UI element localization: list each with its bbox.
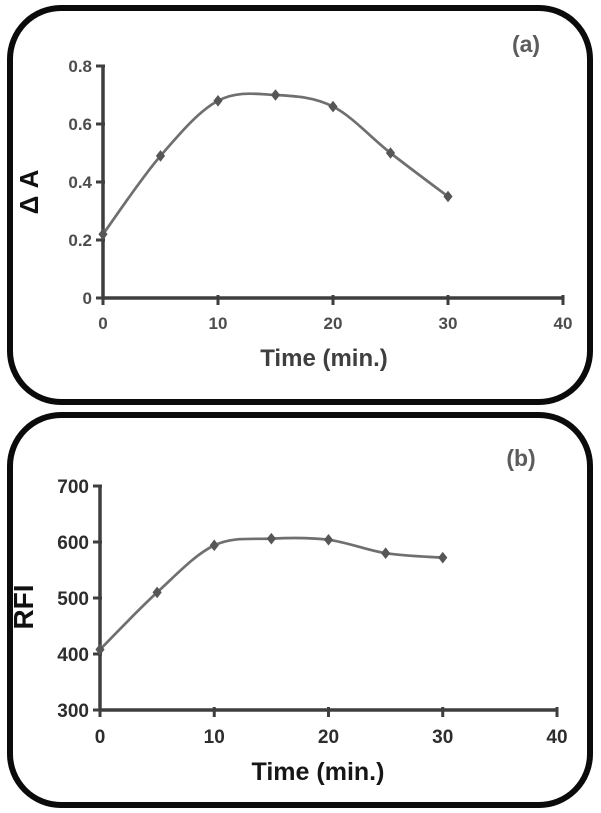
panel-b-frame xyxy=(7,412,593,808)
y-tick-label: 0.2 xyxy=(68,231,92,250)
data-point-marker xyxy=(443,190,453,203)
x-tick-label: 0 xyxy=(98,314,107,333)
chart-b-plot: 0 10 20 30 40 300 400 500 600 700 xyxy=(57,477,567,748)
data-point-marker xyxy=(381,547,391,559)
x-tick-label: 40 xyxy=(554,314,573,333)
chart-b-x-axis-label: Time (min.) xyxy=(252,758,385,786)
y-tick-label: 0 xyxy=(83,289,92,308)
y-tick-label: 600 xyxy=(57,533,89,554)
chart-a-y-axis-label: Δ A xyxy=(14,169,44,214)
x-tick-label: 20 xyxy=(318,727,339,748)
data-curve xyxy=(101,92,450,236)
data-point-marker xyxy=(98,228,108,240)
x-tick-label: 0 xyxy=(95,727,106,748)
data-point-marker xyxy=(266,532,276,545)
x-tick-label: 20 xyxy=(324,314,343,333)
y-tick-label: 0.8 xyxy=(68,57,92,76)
y-tick-label: 0.6 xyxy=(68,115,92,134)
y-tick-label: 400 xyxy=(57,645,89,666)
y-tick-label: 0.4 xyxy=(68,173,92,192)
chart-a-x-axis-label: Time (min.) xyxy=(260,345,388,372)
chart-a-panel-label: (a) xyxy=(512,31,540,57)
data-point-marker xyxy=(385,147,396,159)
data-point-marker xyxy=(438,551,448,564)
chart-a-plot: 0 10 20 30 40 0 0.2 0.4 0.6 0.8 xyxy=(68,57,572,333)
data-point-marker xyxy=(209,539,219,552)
chart-b-panel-label: (b) xyxy=(506,445,535,471)
y-tick-label: 500 xyxy=(57,589,89,610)
x-tick-label: 40 xyxy=(546,727,567,748)
data-point-marker xyxy=(95,643,105,656)
y-tick-label: 300 xyxy=(57,701,89,722)
data-point-marker xyxy=(328,100,338,113)
data-point-marker xyxy=(213,95,223,107)
data-point-marker xyxy=(155,150,166,162)
x-tick-label: 30 xyxy=(432,727,453,748)
data-point-marker xyxy=(152,586,162,599)
x-tick-label: 10 xyxy=(204,727,225,748)
x-tick-label: 10 xyxy=(209,314,228,333)
data-point-marker xyxy=(323,533,334,546)
data-curve xyxy=(98,536,445,651)
x-tick-label: 30 xyxy=(439,314,458,333)
chart-b-y-axis-label: RFI xyxy=(8,584,39,629)
data-point-marker xyxy=(270,89,281,101)
y-tick-label: 700 xyxy=(57,477,89,498)
